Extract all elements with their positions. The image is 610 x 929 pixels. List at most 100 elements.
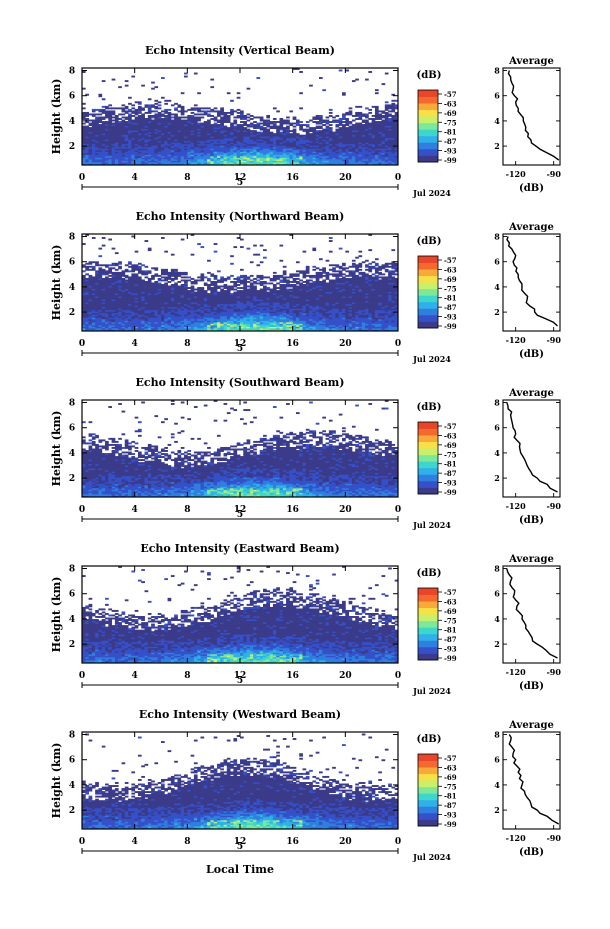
heatmap-cell (137, 107, 142, 110)
heatmap-cell (121, 124, 126, 126)
heatmap-cell (124, 264, 129, 267)
heatmap-cell (246, 124, 251, 126)
heatmap-cell (114, 114, 119, 117)
heatmap-cell (101, 151, 106, 154)
heatmap-cell (213, 250, 218, 253)
heatmap-cell (95, 119, 99, 122)
heatmap-cell (263, 127, 267, 130)
heatmap-cell (299, 134, 303, 137)
heatmap-cell (91, 140, 96, 143)
heatmap-cell (105, 152, 109, 155)
heatmap-cell (98, 134, 103, 137)
heatmap-cell (259, 122, 264, 125)
heatmap-cell (325, 125, 330, 128)
heatmap-cell (157, 119, 162, 122)
heatmap-cell (134, 119, 139, 122)
heatmap-cell (332, 116, 336, 119)
heatmap-cell (95, 108, 99, 111)
heatmap-cell (174, 161, 178, 164)
heatmap-cell (164, 160, 168, 163)
heatmap-cell (328, 124, 333, 126)
heatmap-cell (190, 114, 195, 117)
heatmap-cell (157, 134, 162, 137)
heatmap-cell (161, 119, 165, 122)
heatmap-cell (141, 84, 145, 87)
heatmap-cell (207, 293, 211, 296)
heatmap-cell (299, 107, 303, 110)
heatmap-cell (82, 128, 86, 131)
heatmap-cell (154, 154, 159, 157)
heatmap-cell (295, 119, 300, 122)
heatmap-cell (105, 128, 109, 131)
heatmap-cell (95, 125, 99, 128)
heatmap-cell (325, 116, 330, 119)
heatmap-cell (134, 133, 139, 136)
heatmap-cell (144, 121, 149, 123)
heatmap-cell (147, 107, 152, 110)
heatmap-cell (161, 279, 165, 282)
heatmap-cell (272, 121, 277, 123)
heatmap-cell (95, 118, 99, 120)
heatmap-cell (118, 136, 122, 139)
heatmap-cell (134, 157, 139, 160)
heatmap-cell (147, 143, 152, 146)
heatmap-cell (200, 287, 205, 289)
heatmap-cell (174, 139, 178, 142)
heatmap-cell (322, 89, 326, 92)
heatmap-cell (111, 107, 116, 110)
heatmap-cell (180, 149, 185, 152)
heatmap-cell (111, 130, 116, 133)
heatmap-cell (124, 157, 129, 160)
heatmap-cell (134, 130, 139, 133)
heatmap-cell (266, 119, 271, 122)
heatmap-cell (167, 128, 172, 131)
heatmap-cell (101, 110, 106, 113)
heatmap-cell (137, 124, 142, 126)
heatmap-cell (141, 264, 145, 267)
heatmap-cell (272, 107, 277, 110)
heatmap-cell (124, 127, 129, 130)
heatmap-cell (170, 136, 175, 139)
heatmap-cell (114, 128, 119, 131)
heatmap-cell (177, 158, 182, 161)
heatmap-cell (144, 161, 149, 164)
heatmap-cell (101, 127, 106, 130)
heatmap-cell (177, 161, 182, 164)
heatmap-cell (95, 145, 99, 148)
heatmap-cell (295, 133, 300, 136)
heatmap-cell (134, 127, 139, 130)
heatmap-cell (131, 127, 136, 130)
heatmap-cell (177, 134, 182, 137)
heatmap-cell (269, 131, 274, 134)
heatmap-cell (302, 134, 307, 137)
heatmap-cell (157, 148, 162, 151)
heatmap-cell (124, 133, 129, 136)
heatmap-cell (134, 152, 139, 155)
heatmap-cell (85, 131, 89, 134)
heatmap-cell (95, 133, 99, 136)
heatmap-cell (187, 287, 192, 289)
heatmap-cell (108, 131, 113, 134)
heatmap-cell (170, 157, 175, 160)
heatmap-cell (174, 121, 178, 123)
heatmap-cell (368, 108, 373, 111)
heatmap-cell (170, 124, 175, 126)
heatmap-cell (161, 151, 165, 154)
heatmap-cell (286, 119, 290, 122)
heatmap-cell (319, 77, 323, 80)
heatmap-cell (124, 111, 129, 114)
heatmap-cell (137, 142, 142, 145)
heatmap-cell (161, 161, 165, 164)
colorbar-swatch (418, 155, 438, 163)
heatmap-cell (282, 119, 287, 122)
colorbar-swatch (418, 135, 438, 143)
heatmap-cell (180, 124, 185, 126)
heatmap-cell (137, 128, 142, 131)
heatmap-cell (91, 134, 96, 137)
heatmap-cell (190, 253, 195, 256)
colorbar-swatch (418, 142, 438, 150)
heatmap-cell (88, 113, 93, 116)
heatmap-cell (174, 145, 178, 148)
heatmap-cell (118, 118, 122, 120)
heatmap-cell (177, 110, 182, 113)
